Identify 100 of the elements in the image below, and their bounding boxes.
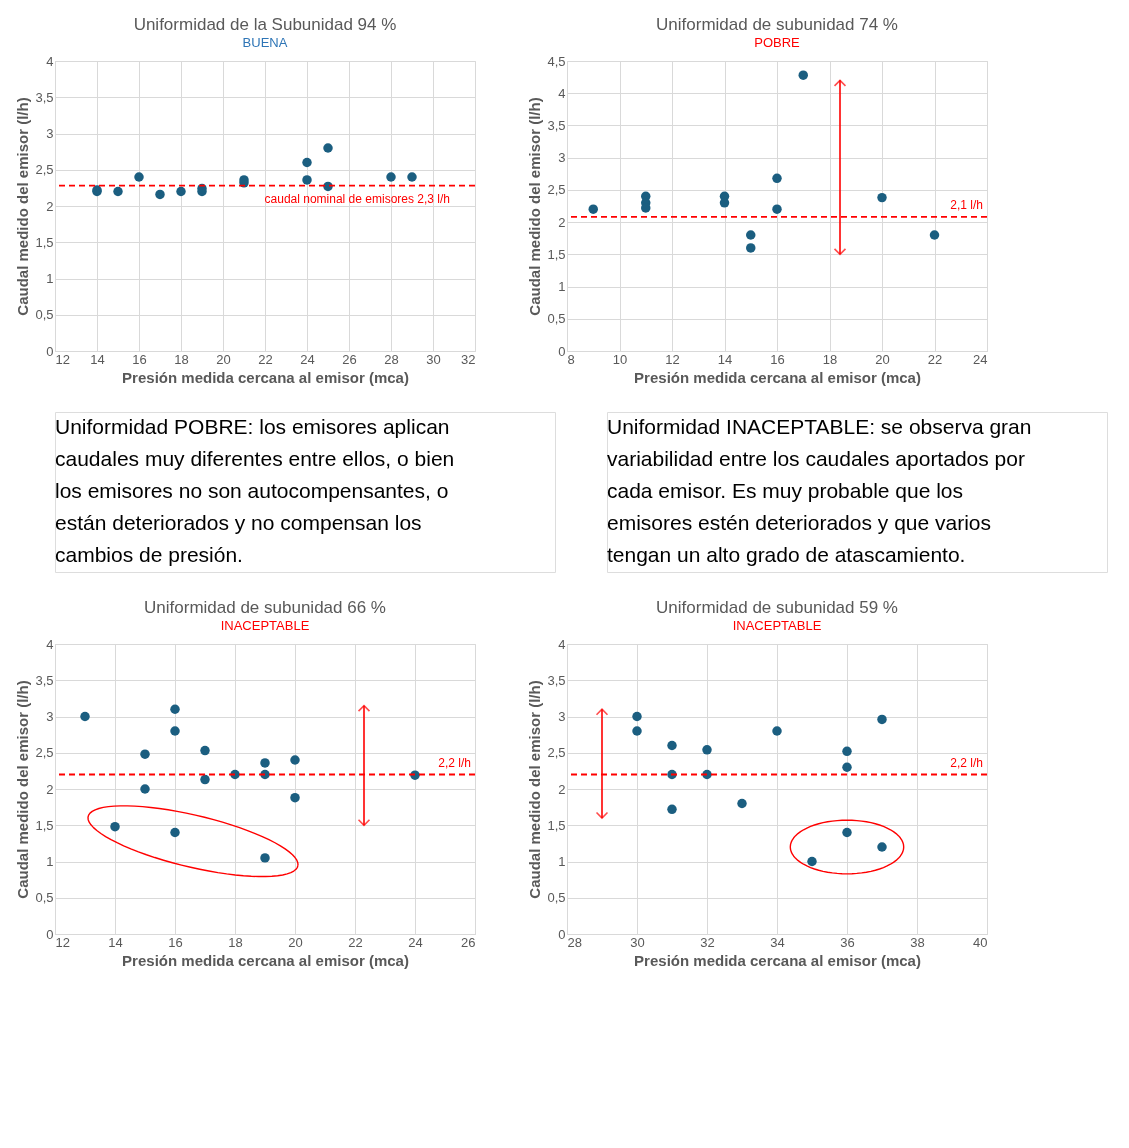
y-tick-label: 3 [46,709,54,724]
point [407,172,417,182]
y-tick-label: 4 [46,636,54,652]
y-tick-label: 2,5 [35,162,54,178]
y-tick-label: 1 [558,854,566,869]
chart-subtitle: INACEPTABLE [220,618,310,633]
point [772,204,782,214]
x-tick-label: 32 [700,934,715,950]
y-tick-label: 0,5 [35,307,54,323]
x-axis-title: Presión medida cercana al emisor (mca) [122,368,409,386]
chart-title: Uniformidad de la Subunidad 94 % [133,15,397,34]
y-tick-label: 2 [558,214,566,230]
y-tick-label: 0 [558,926,566,942]
y-tick-label: 3,5 [547,672,566,688]
x-tick-label: 24 [408,934,423,950]
x-tick-label: 14 [108,934,123,950]
point [798,70,808,80]
point [746,230,756,240]
x-tick-label: 22 [348,934,363,950]
y-tick-label: 1,5 [35,817,54,833]
y-tick-label: 3 [558,709,566,724]
y-tick-label: 0,5 [547,311,566,327]
y-axis-title: Caudal medido del emisor (l/h) [14,680,32,899]
chart-title: Uniformidad de subunidad 59 % [656,598,898,617]
point [302,175,312,185]
point [929,230,940,240]
y-tick-label: 0,5 [547,890,566,906]
y-tick-label: 3 [46,126,54,141]
x-tick-label: 26 [461,934,476,950]
x-tick-label: 28 [384,351,399,367]
y-tick-label: 0 [558,343,566,359]
text: cada emisor. Es muy probable que los [607,479,964,502]
x-tick-label: 18 [228,934,243,950]
point [746,243,756,253]
y-axis-title: Caudal medido del emisor (l/h) [526,680,544,899]
y-tick-label: 2,5 [547,182,566,198]
x-tick-label: 20 [216,351,231,367]
x-tick-label: 16 [132,351,147,367]
x-tick-label: 38 [910,934,925,950]
x-tick-label: 30 [630,934,645,950]
x-tick-label: 18 [822,351,838,367]
point [386,172,396,182]
text: variabilidad entre los caudales aportados por [607,447,1025,470]
point [719,198,730,208]
x-tick-label: 10 [612,351,628,367]
y-tick-label: 3,5 [35,89,54,105]
point [134,172,144,182]
point [302,157,312,168]
y-tick-label: 4 [558,85,566,101]
y-tick-label: 1 [558,279,566,295]
y-tick-label: 1,5 [547,817,566,833]
text: Uniformidad POBRE: los emisores aplican [55,415,450,438]
x-tick-label: 34 [770,934,785,950]
x-tick-label: 12 [55,934,70,950]
x-tick-label: 16 [168,934,183,950]
y-tick-label: 2,5 [547,745,566,761]
ref-line-label: 2,2 l/h [438,755,471,770]
y-tick-label: 4,5 [547,53,566,69]
y-tick-label: 0 [46,343,54,359]
y-tick-label: 1,5 [547,246,566,262]
point [155,189,165,200]
ref-line-label: caudal nominal de emisores 2,3 l/h [264,191,450,206]
x-tick-label: 12 [665,351,680,367]
x-tick-label: 36 [840,934,855,950]
text: emisores estén deteriorados y que varios [607,511,992,534]
text: tengan un alto grado de atascamiento. [607,543,966,566]
x-tick-label: 24 [300,351,315,367]
y-tick-label: 1 [46,854,54,869]
chart-title: Uniformidad de subunidad 74 % [656,15,898,34]
x-tick-label: 20 [288,934,303,950]
point [113,186,123,197]
y-tick-label: 2 [46,781,54,797]
y-tick-label: 1 [46,271,54,286]
x-axis-title: Presión medida cercana al emisor (mca) [122,951,409,969]
point [877,192,887,203]
x-tick-label: 16 [770,351,785,367]
y-tick-label: 4 [46,53,54,69]
x-tick-label: 24 [973,351,988,367]
ref-line-label: 2,1 l/h [950,197,983,212]
y-tick-label: 2 [558,781,566,797]
x-tick-label: 22 [258,351,273,367]
x-tick-label: 12 [55,351,70,367]
text: están deteriorados y no compensan los [55,511,422,534]
y-tick-label: 2,5 [35,745,54,761]
chart-subtitle: BUENA [242,35,288,50]
y-axis-title: Caudal medido del emisor (l/h) [14,97,32,316]
chart-subtitle: POBRE [754,35,801,50]
y-tick-label: 1,5 [35,234,54,250]
ref-line-label: 2,2 l/h [950,755,983,770]
y-tick-label: 2 [46,198,54,214]
x-tick-label: 14 [90,351,105,367]
text: los emisores no son autocompensantes, o [55,479,449,502]
text: cambios de presión. [55,543,243,566]
x-tick-label: 28 [567,934,582,950]
point [772,173,782,184]
y-tick-label: 3 [558,150,566,166]
x-tick-label: 14 [717,351,733,367]
text: caudales muy diferentes entre ellos, o bien [55,447,455,470]
point [176,186,186,197]
x-tick-label: 20 [875,351,890,367]
